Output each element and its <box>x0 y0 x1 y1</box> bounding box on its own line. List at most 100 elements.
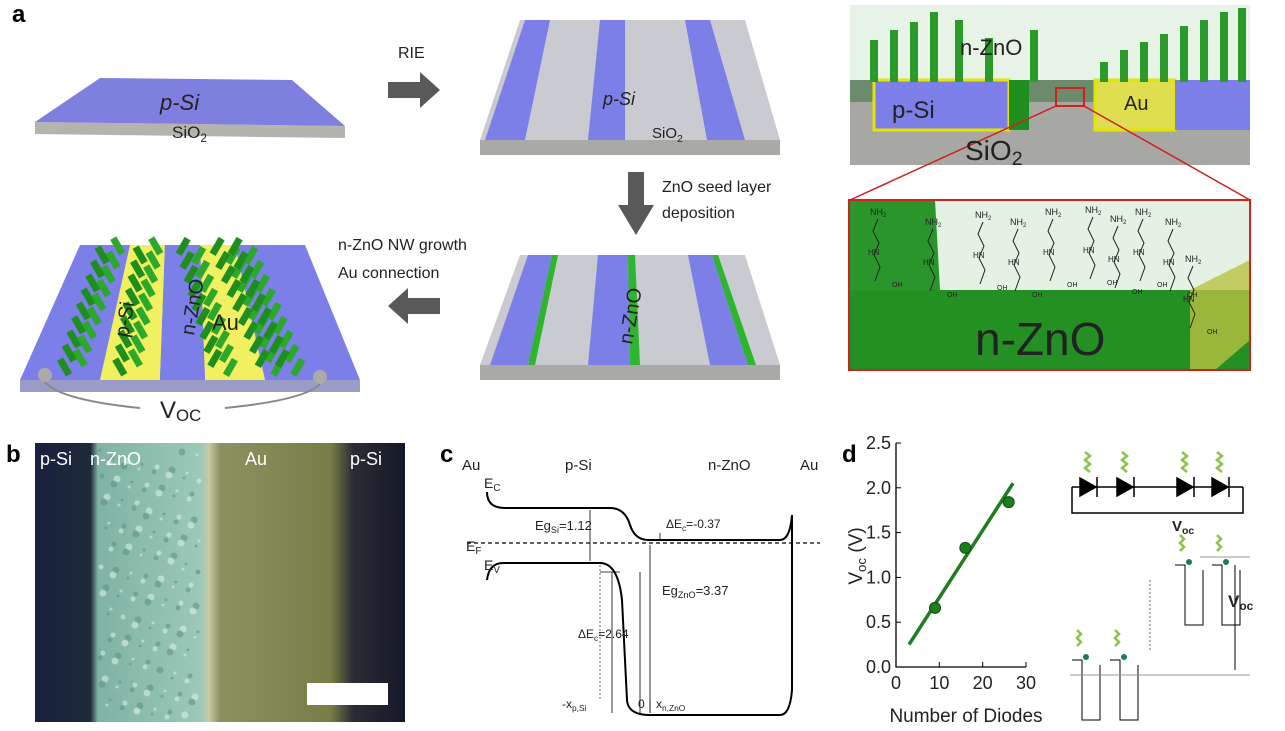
sem-grain <box>167 649 174 656</box>
band-label: xn,ZnO <box>656 697 686 713</box>
imine-label: HN <box>1108 255 1120 264</box>
carrier <box>1121 654 1127 660</box>
nanowire <box>890 30 898 82</box>
hydroxyl-label: OH <box>1207 329 1218 336</box>
y-tick-label: 2.5 <box>866 433 891 453</box>
sem-grain <box>120 706 125 711</box>
sem-grain <box>100 474 105 479</box>
hydroxyl-label: OH <box>1132 289 1143 296</box>
amine: NH <box>1085 205 1098 215</box>
sem-grain <box>144 574 149 579</box>
band-label: 0 <box>638 697 645 711</box>
arrow-label: n-ZnO NW growth <box>338 237 467 254</box>
sem-grain <box>198 540 201 543</box>
sem-grain <box>161 695 164 698</box>
band-step <box>1110 660 1138 720</box>
region-label: Au <box>800 457 818 474</box>
sem-grain <box>150 536 153 539</box>
sem-label: p-Si <box>350 449 382 469</box>
sem-grain <box>163 629 168 634</box>
diode <box>1212 478 1228 496</box>
hydroxyl-label: OH <box>1157 282 1168 289</box>
imine-label: HN <box>1163 258 1175 267</box>
sem-image <box>35 443 405 722</box>
amine: NH <box>1135 207 1148 217</box>
sem-grain <box>196 454 199 457</box>
sem-grain <box>197 631 200 634</box>
sem-grain <box>177 631 184 638</box>
arrow-label: Au connection <box>338 265 439 282</box>
sem-grain <box>143 513 150 520</box>
amine: NH <box>1110 214 1123 224</box>
sem-grain <box>154 556 159 561</box>
sem-grain <box>101 499 108 506</box>
sem-grain <box>187 497 192 502</box>
sem-grain <box>188 674 193 679</box>
carrier <box>1186 559 1192 565</box>
sem-grain <box>196 570 201 575</box>
sem-grain <box>101 651 106 656</box>
carrier <box>1083 654 1089 660</box>
band-label: EgSi=1.12 <box>535 518 592 535</box>
zoom-label: n-ZnO <box>975 313 1105 365</box>
sem-grain <box>185 679 190 684</box>
sem-grain <box>133 531 140 538</box>
layer-label: p-Si <box>159 90 200 115</box>
sem-grain <box>189 699 196 706</box>
arrow-label: RIE <box>398 45 425 62</box>
sem-grain <box>176 490 179 493</box>
nanowire <box>1220 12 1228 82</box>
sem-grain <box>167 533 172 538</box>
band-step <box>1072 660 1100 720</box>
layer-label: p-Si <box>602 89 636 109</box>
band-label: ΔEc=2.64 <box>578 627 629 643</box>
diode <box>1177 478 1193 496</box>
inset-label: Voc <box>1172 518 1194 537</box>
sem-grain <box>194 636 197 639</box>
sem-grain <box>164 690 167 693</box>
sem-grain <box>153 647 158 652</box>
imine-label: HN <box>1083 246 1095 255</box>
sem-grain <box>186 472 189 475</box>
sem-grain <box>134 708 141 715</box>
carrier <box>1223 559 1229 565</box>
slab-2 <box>480 20 780 155</box>
amine: NH <box>1185 254 1198 264</box>
sem-grain <box>109 547 114 552</box>
sem-grain <box>157 667 164 674</box>
sem-grain <box>175 581 178 584</box>
band-label: ΔEc=-0.37 <box>666 517 721 533</box>
hydroxyl-label: OH <box>892 282 903 289</box>
sem-grain <box>153 531 156 534</box>
band-label: EgZnO=3.37 <box>662 583 729 600</box>
nanowire <box>1120 50 1128 82</box>
sem-grain <box>131 481 134 484</box>
sem-grain <box>149 627 152 630</box>
sem-grain <box>144 690 151 697</box>
fit-line <box>909 483 1013 644</box>
sem-grain <box>133 683 138 688</box>
sem-grain <box>184 654 187 657</box>
x-tick-label: 0 <box>891 673 901 693</box>
sem-grain <box>179 601 184 606</box>
x-tick-label: 20 <box>973 673 993 693</box>
nanowire <box>1100 62 1108 82</box>
sem-grain <box>186 588 191 593</box>
sem-grain <box>151 713 154 716</box>
y-tick-label: 2.0 <box>866 478 891 498</box>
y-tick-label: 1.5 <box>866 523 891 543</box>
sem-grain <box>123 549 130 556</box>
figure: a b c d p-Si SiO2 RIE p-Si SiO2 ZnO seed… <box>0 0 1285 731</box>
sem-grain <box>179 449 186 456</box>
circuit <box>1072 452 1243 513</box>
sem-grain <box>120 590 123 593</box>
band-label: EF <box>466 538 481 557</box>
sem-grain <box>117 595 120 598</box>
sem-grain <box>171 677 174 680</box>
sem-grain <box>129 663 132 666</box>
nanowire <box>910 22 918 82</box>
sem-grain <box>99 565 104 570</box>
sem-grain <box>145 599 152 606</box>
sem-grain <box>132 658 135 661</box>
sem-grain <box>156 490 163 497</box>
